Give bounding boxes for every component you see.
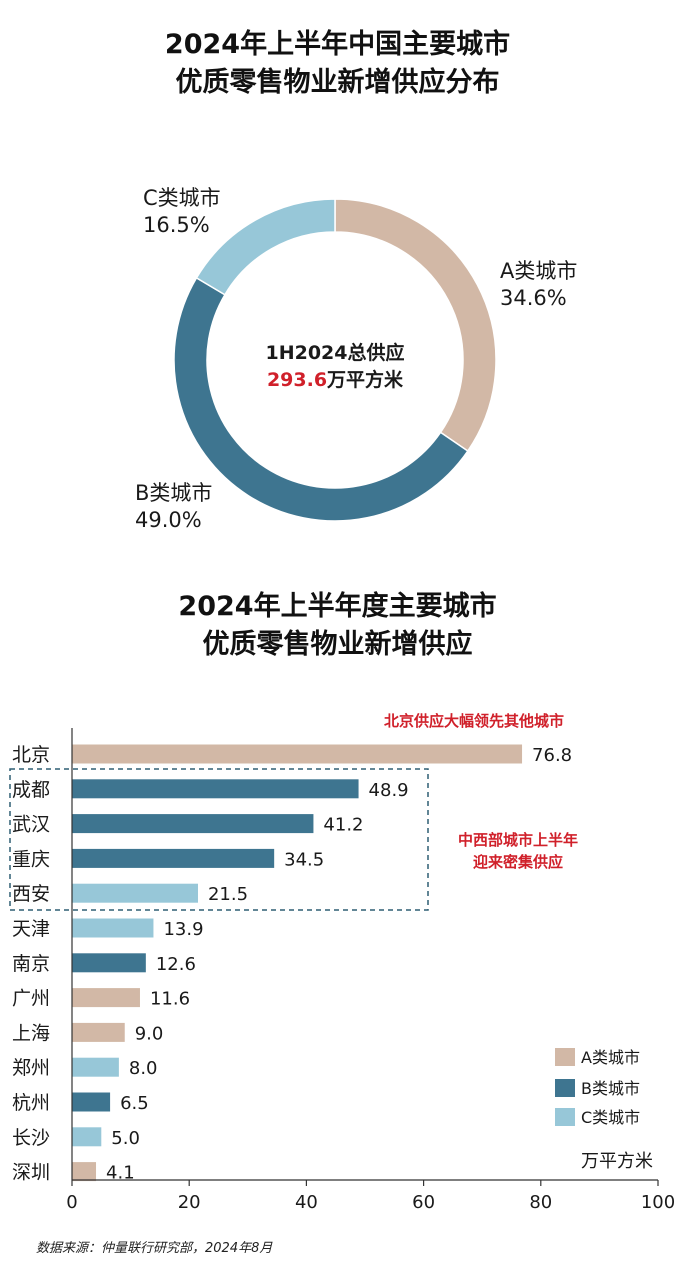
bar-row: 上海 9.0 <box>12 1022 163 1044</box>
x-tick-label: 60 <box>412 1192 435 1213</box>
donut-title-line1: 2024年上半年中国主要城市 <box>164 29 511 60</box>
legend-item: B类城市 <box>555 1079 640 1098</box>
bar <box>72 848 275 868</box>
value-label: 4.1 <box>106 1163 135 1184</box>
category-label: 上海 <box>12 1022 50 1044</box>
bar-row: 深圳 4.1 <box>12 1162 135 1184</box>
value-label: 13.9 <box>163 919 203 940</box>
category-label: 长沙 <box>12 1127 50 1149</box>
bar <box>72 814 314 834</box>
x-tick-label: 20 <box>178 1192 201 1213</box>
bar-row: 重庆 34.5 <box>12 848 324 870</box>
category-label: 北京 <box>12 744 50 766</box>
bar-row: 北京 76.8 <box>12 744 572 766</box>
annotation-beijing: 北京供应大幅领先其他城市 <box>384 712 564 730</box>
bar <box>72 1127 102 1147</box>
value-label: 8.0 <box>129 1058 158 1079</box>
bar-row: 西安 21.5 <box>12 883 248 905</box>
donut-chart-title: 2024年上半年中国主要城市 优质零售物业新增供应分布 <box>0 26 675 102</box>
bar <box>72 744 523 764</box>
bar-row: 天津 13.9 <box>12 918 204 940</box>
donut-slice-c <box>195 198 336 296</box>
slice-label-c: C类城市 16.5% <box>143 185 221 239</box>
bar <box>72 918 154 938</box>
bar-row: 郑州 8.0 <box>12 1057 158 1079</box>
category-label: 成都 <box>12 779 50 801</box>
category-label: 深圳 <box>12 1162 50 1184</box>
legend-swatch <box>555 1079 575 1097</box>
x-axis-unit: 万平方米 <box>581 1151 653 1172</box>
legend-label: B类城市 <box>581 1079 640 1098</box>
value-label: 12.6 <box>156 954 196 975</box>
x-tick-label: 40 <box>295 1192 318 1213</box>
legend-label: A类城市 <box>581 1048 640 1067</box>
value-label: 41.2 <box>323 815 363 836</box>
bar-chart-title: 2024年上半年度主要城市 优质零售物业新增供应 <box>0 588 675 664</box>
bar-row: 长沙 5.0 <box>12 1127 140 1149</box>
bar <box>72 1162 97 1182</box>
donut-slice-a <box>334 198 497 453</box>
annotation-midwest-line1: 中西部城市上半年 <box>458 831 578 849</box>
value-label: 11.6 <box>150 989 190 1010</box>
bar <box>72 883 198 903</box>
category-label: 武汉 <box>12 814 50 836</box>
slice-label-b: B类城市 49.0% <box>135 480 212 534</box>
bar-row: 杭州 6.5 <box>12 1092 149 1114</box>
slice-b-name: B类城市 <box>135 481 213 505</box>
donut-center-unit: 万平方米 <box>327 369 404 391</box>
slice-label-a: A类城市 34.6% <box>500 258 577 312</box>
slice-a-value: 34.6% <box>500 286 567 310</box>
bar-row: 广州 11.6 <box>12 988 190 1010</box>
source-note: 数据来源：仲量联行研究部，2024年8月 <box>36 1241 273 1256</box>
value-label: 9.0 <box>135 1023 164 1044</box>
category-label: 郑州 <box>12 1057 50 1079</box>
donut-slice-b <box>173 276 469 522</box>
donut-center-total: 293.6万平方米 <box>225 367 445 393</box>
legend-item: A类城市 <box>555 1048 640 1067</box>
highlight-box <box>9 768 429 911</box>
x-tick-label: 0 <box>66 1192 77 1213</box>
category-label: 重庆 <box>12 848 50 870</box>
donut-chart <box>173 198 497 522</box>
donut-center-label: 1H2024总供应 <box>265 342 405 364</box>
bar <box>72 1022 125 1042</box>
slice-b-value: 49.0% <box>135 508 202 532</box>
value-label: 6.5 <box>120 1093 149 1114</box>
legend-swatch <box>555 1108 575 1126</box>
bar <box>72 1057 119 1077</box>
x-tick-label: 100 <box>641 1192 675 1213</box>
bar-row: 南京 12.6 <box>12 953 196 975</box>
slice-c-name: C类城市 <box>143 186 221 210</box>
legend-swatch <box>555 1048 575 1066</box>
bar <box>72 953 146 973</box>
value-label: 76.8 <box>532 745 572 766</box>
category-label: 广州 <box>12 988 50 1010</box>
legend-item: C类城市 <box>555 1108 640 1127</box>
value-label: 34.5 <box>284 849 324 870</box>
category-label: 南京 <box>12 953 50 975</box>
value-label: 21.5 <box>208 884 248 905</box>
bar <box>72 779 359 799</box>
bar-row: 武汉 41.2 <box>12 814 364 836</box>
category-label: 杭州 <box>12 1092 50 1114</box>
bar <box>72 1092 111 1112</box>
x-tick-label: 80 <box>529 1192 552 1213</box>
category-label: 天津 <box>12 918 50 940</box>
legend-label: C类城市 <box>581 1108 640 1127</box>
value-label: 48.9 <box>369 780 409 801</box>
bar-row: 成都 48.9 <box>12 779 409 801</box>
slice-a-name: A类城市 <box>500 259 578 283</box>
value-label: 5.0 <box>111 1128 140 1149</box>
category-label: 西安 <box>12 883 50 905</box>
annotation-midwest-line2: 迎来密集供应 <box>473 853 563 871</box>
bar <box>72 988 140 1008</box>
donut-title-line2: 优质零售物业新增供应分布 <box>175 67 500 98</box>
slice-c-value: 16.5% <box>143 213 210 237</box>
bar-title-line1: 2024年上半年度主要城市 <box>178 591 497 622</box>
donut-center-value: 293.6 <box>266 369 328 391</box>
bar-title-line2: 优质零售物业新增供应 <box>202 629 473 660</box>
